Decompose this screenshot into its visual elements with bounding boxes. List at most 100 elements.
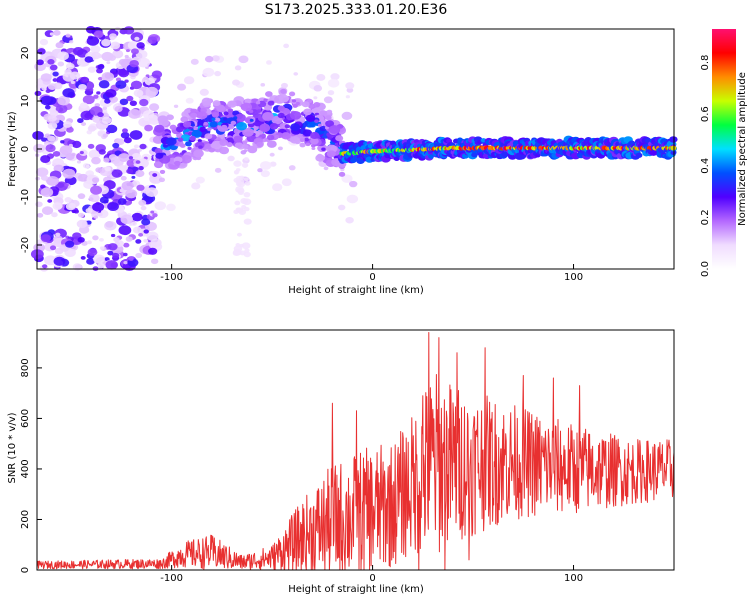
spectrogram-cell — [47, 122, 58, 130]
spectrogram-cell — [249, 109, 254, 114]
spectrogram-cell — [87, 248, 98, 256]
spectrogram-cell — [57, 95, 70, 106]
spectrogram-cell — [142, 110, 155, 119]
spectrogram-cell — [57, 51, 69, 61]
spectrogram-cell — [113, 237, 120, 243]
spectrogram-cell — [103, 157, 110, 163]
snr-y-tick-label: 600 — [20, 409, 31, 428]
spectrogram-y-tick-label: -10 — [20, 189, 31, 205]
spectrogram-cell — [260, 170, 270, 178]
spectrogram-cell — [127, 41, 139, 50]
spectrogram-cell — [47, 59, 55, 65]
spectrogram-cell — [236, 121, 248, 131]
spectrogram-cell — [138, 233, 144, 237]
spectrogram-cell — [120, 214, 133, 225]
spectrogram-cell — [281, 132, 291, 140]
snr-series-line — [36, 332, 675, 571]
spectrogram-cell — [669, 136, 678, 143]
spectrogram-cell — [217, 122, 222, 126]
spectrogram-cell — [93, 30, 104, 38]
spectrogram-cell — [77, 193, 86, 200]
spectrogram-cell — [233, 169, 240, 175]
spectrogram-cell — [244, 98, 252, 104]
spectrogram-cell — [242, 164, 248, 168]
spectrogram-cell — [145, 86, 159, 97]
spectrogram-cell — [262, 111, 274, 121]
spectrogram-cell — [257, 168, 263, 173]
spectrogram-cell — [107, 202, 119, 212]
spectrogram-cell — [326, 109, 333, 114]
spectrogram-y-tick-label: -20 — [20, 237, 31, 253]
spectrogram-cell — [53, 30, 61, 36]
spectrogram-cell — [241, 242, 251, 250]
spectrogram-cell — [202, 67, 215, 77]
spectrogram-cell — [267, 100, 275, 106]
spectrogram-cell — [120, 131, 130, 139]
spectrogram-cell — [47, 114, 57, 122]
spectrogram-cell — [40, 95, 54, 106]
spectrogram-cell — [220, 124, 228, 130]
spectrogram-cell — [102, 106, 107, 110]
spectrogram-x-label: Height of straight line (km) — [288, 285, 424, 296]
spectrogram-cell — [232, 249, 241, 257]
spectrogram-cell — [204, 55, 214, 63]
spectrogram-cell — [105, 88, 117, 98]
spectrogram-cell — [135, 170, 145, 178]
spectrogram-cell — [97, 131, 104, 137]
spectrogram-cell — [123, 26, 135, 35]
spectrogram-cell — [85, 25, 96, 34]
spectrogram-cell — [37, 48, 46, 55]
snr-background — [37, 330, 674, 570]
spectrogram-cell — [212, 100, 221, 107]
spectrogram-cell — [109, 95, 119, 103]
spectrogram-cell — [238, 175, 245, 180]
spectrogram-cell — [118, 68, 130, 78]
spectrogram-cell — [313, 101, 321, 108]
spectrogram-cell — [242, 144, 249, 150]
spectrogram-cell — [240, 102, 252, 112]
spectrogram-cell — [269, 152, 275, 157]
spectrogram-cell — [79, 76, 90, 84]
snr-frame — [36, 329, 675, 571]
spectrogram-cell — [277, 112, 285, 119]
spectrogram-cell — [86, 240, 92, 245]
spectrogram-cell — [144, 124, 153, 132]
spectrogram-cell — [146, 231, 159, 241]
spectrogram-cell — [40, 175, 49, 181]
spectrogram-cell — [193, 126, 198, 131]
spectrogram-cell — [219, 146, 230, 155]
spectrogram-cell — [324, 126, 329, 130]
spectrogram-cell — [109, 36, 116, 41]
spectrogram-cell — [311, 146, 316, 151]
spectrogram-cell — [199, 126, 206, 132]
spectrogram-cell — [65, 33, 71, 38]
spectrogram-cell — [93, 215, 98, 219]
spectrogram-cell — [176, 126, 184, 133]
spectrogram-cell — [55, 232, 61, 237]
spectrogram-cell — [291, 99, 297, 103]
spectrogram-cell — [150, 258, 159, 265]
spectrogram-cell — [234, 200, 241, 206]
spectrogram-cell — [263, 98, 269, 102]
spectrogram-cell — [118, 58, 128, 66]
spectrogram-cell — [104, 166, 112, 172]
spectrogram-cell — [101, 116, 112, 124]
spectrogram-cell — [249, 118, 254, 122]
spectrogram-cell — [232, 79, 241, 86]
spectrogram-cell — [304, 119, 316, 128]
spectrogram-cell — [55, 104, 68, 114]
spectrogram-cell — [193, 149, 204, 158]
spectrogram-cell — [635, 152, 643, 158]
spectrogram-cell — [345, 82, 355, 90]
spectrogram-cell — [203, 121, 209, 126]
spectrogram-cell — [150, 210, 155, 214]
spectrogram-cell — [255, 101, 261, 105]
spectrogram-cell — [199, 88, 209, 96]
spectrogram-cell — [243, 192, 251, 198]
spectrogram-cell — [174, 160, 181, 166]
spectrogram-cell — [77, 118, 84, 124]
spectrogram-cell — [99, 196, 109, 204]
colorbar-tick-label: 0.0 — [700, 261, 711, 277]
spectrogram-cell — [214, 117, 221, 123]
spectrogram-cell — [76, 49, 88, 58]
